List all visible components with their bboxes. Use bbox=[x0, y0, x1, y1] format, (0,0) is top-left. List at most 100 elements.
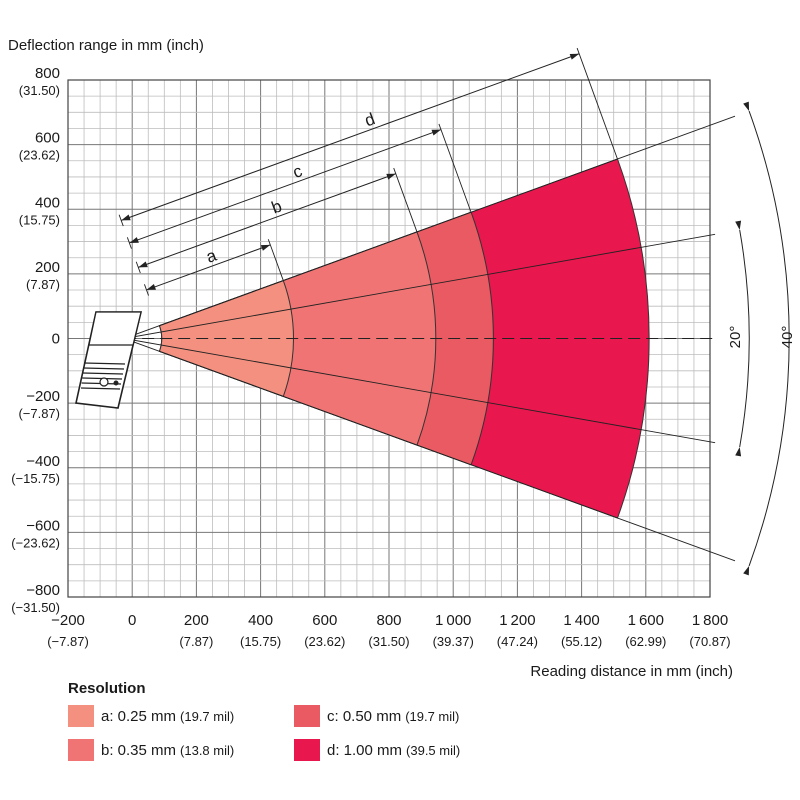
x-tick-inch-label: (−7.87) bbox=[47, 634, 89, 649]
ray-m10 bbox=[124, 338, 716, 444]
angle-40-arrowhead bbox=[743, 565, 750, 576]
extension-line-b bbox=[393, 167, 418, 233]
legend-swatch-c bbox=[294, 705, 320, 727]
legend-swatch-b bbox=[68, 739, 94, 761]
y-tick-inch-label: (15.75) bbox=[19, 212, 60, 227]
legend-label-c: c: 0.50 mm bbox=[327, 707, 402, 725]
scanner-dot bbox=[113, 380, 119, 386]
dimension-arrowhead bbox=[386, 173, 396, 180]
y-tick-inch-label: (23.62) bbox=[19, 148, 60, 163]
x-tick-label: 1 400 bbox=[563, 612, 599, 629]
x-tick-label: 0 bbox=[128, 612, 136, 629]
ray-m20 bbox=[124, 338, 736, 562]
legend-label-a: a: 0.25 mm bbox=[101, 707, 177, 725]
dimension-line-a bbox=[146, 244, 271, 291]
legend-mil-c: (19.7 mil) bbox=[405, 708, 460, 724]
ray-p10 bbox=[124, 233, 716, 339]
y-tick-label: 400 bbox=[35, 194, 60, 211]
y-tick-inch-label: (−23.62) bbox=[11, 535, 60, 550]
scanner-vent bbox=[82, 372, 124, 375]
angle-40-label: 40° bbox=[779, 326, 796, 349]
x-tick-label: 1 600 bbox=[628, 612, 664, 629]
x-tick-label: 800 bbox=[376, 612, 401, 629]
dimension-arrowhead bbox=[569, 53, 580, 60]
axis-tick-labels: 800(31.50)600(23.62)400(15.75)200(7.87)0… bbox=[11, 65, 730, 649]
legend-label-d: d: 1.00 mm bbox=[327, 741, 403, 759]
x-tick-label: 600 bbox=[312, 612, 337, 629]
legend-title: Resolution bbox=[68, 680, 146, 697]
angle-40-arc bbox=[748, 110, 790, 567]
y-tick-label: −800 bbox=[26, 582, 60, 599]
dimension-arrowhead bbox=[121, 214, 131, 221]
scanner-icon bbox=[75, 311, 143, 409]
x-tick-label: 400 bbox=[248, 612, 273, 629]
x-tick-inch-label: (47.24) bbox=[497, 634, 538, 649]
legend-item-c: c: 0.50 mm (19.7 mil) bbox=[294, 705, 514, 727]
y-axis-title: Deflection range in mm (inch) bbox=[8, 37, 204, 54]
extension-line-d bbox=[576, 47, 618, 160]
legend-items: a: 0.25 mm (19.7 mil) c: 0.50 mm (19.7 m… bbox=[68, 705, 588, 761]
y-tick-label: 200 bbox=[35, 259, 60, 276]
legend-mil-a: (19.7 mil) bbox=[180, 708, 235, 724]
legend-mil-b: (13.8 mil) bbox=[180, 742, 235, 758]
scanner-led bbox=[99, 377, 109, 387]
x-tick-inch-label: (23.62) bbox=[304, 634, 345, 649]
scanner-window bbox=[88, 311, 142, 346]
x-tick-inch-label: (39.37) bbox=[433, 634, 474, 649]
scanner-vent bbox=[80, 387, 121, 390]
legend-swatch-a bbox=[68, 705, 94, 727]
x-tick-label: 1 800 bbox=[692, 612, 728, 629]
legend: Resolution a: 0.25 mm (19.7 mil) c: 0.50… bbox=[68, 680, 588, 761]
x-tick-label: −200 bbox=[51, 612, 85, 629]
y-tick-label: −400 bbox=[26, 453, 60, 470]
scanner-vent bbox=[83, 367, 125, 370]
y-tick-label: −600 bbox=[26, 517, 60, 534]
dimension-line-c bbox=[129, 129, 442, 244]
y-tick-inch-label: (7.87) bbox=[26, 277, 60, 292]
x-tick-label: 200 bbox=[184, 612, 209, 629]
legend-item-b: b: 0.35 mm (13.8 mil) bbox=[68, 739, 294, 761]
dimension-tick bbox=[135, 261, 141, 274]
y-tick-label: −200 bbox=[26, 388, 60, 405]
x-tick-inch-label: (15.75) bbox=[240, 634, 281, 649]
y-tick-label: 600 bbox=[35, 130, 60, 147]
dimension-arrowhead bbox=[260, 244, 271, 251]
y-tick-inch-label: (31.50) bbox=[19, 83, 60, 98]
y-tick-inch-label: (−31.50) bbox=[11, 600, 60, 615]
angle-markers: 20° 40° bbox=[727, 101, 796, 576]
dimension-arrowhead bbox=[138, 261, 148, 268]
x-tick-inch-label: (7.87) bbox=[179, 634, 213, 649]
x-tick-inch-label: (62.99) bbox=[625, 634, 666, 649]
angle-20-arrowhead bbox=[735, 447, 742, 457]
y-tick-inch-label: (−7.87) bbox=[18, 406, 60, 421]
x-tick-inch-label: (55.12) bbox=[561, 634, 602, 649]
dimension-line-d bbox=[121, 53, 580, 221]
y-tick-label: 0 bbox=[52, 331, 60, 348]
dimension-line-b bbox=[138, 173, 396, 268]
angle-20-label: 20° bbox=[727, 326, 744, 349]
legend-label-b: b: 0.35 mm bbox=[101, 741, 177, 759]
angle-20-arrowhead bbox=[735, 220, 742, 230]
x-tick-inch-label: (31.50) bbox=[368, 634, 409, 649]
dimension-tick bbox=[144, 284, 149, 296]
y-tick-label: 800 bbox=[35, 65, 60, 82]
x-tick-label: 1 200 bbox=[499, 612, 535, 629]
extension-line-a bbox=[267, 239, 284, 281]
dimension-label-b: b bbox=[269, 196, 284, 217]
dimension-arrowhead bbox=[431, 129, 441, 136]
legend-mil-d: (39.5 mil) bbox=[406, 742, 461, 758]
scanner-vent bbox=[83, 362, 126, 365]
dimension-tick bbox=[126, 237, 132, 249]
scan-rays bbox=[124, 115, 736, 562]
x-tick-inch-label: (70.87) bbox=[689, 634, 730, 649]
extension-line-c bbox=[438, 123, 472, 213]
dimension-arrowhead bbox=[146, 284, 156, 290]
zone-a bbox=[158, 279, 294, 398]
dimension-tick bbox=[118, 214, 124, 227]
legend-item-a: a: 0.25 mm (19.7 mil) bbox=[68, 705, 294, 727]
y-tick-inch-label: (−15.75) bbox=[11, 471, 60, 486]
dimension-label-a: a bbox=[204, 246, 220, 267]
legend-item-d: d: 1.00 mm (39.5 mil) bbox=[294, 739, 514, 761]
angle-20-arc bbox=[739, 229, 750, 448]
